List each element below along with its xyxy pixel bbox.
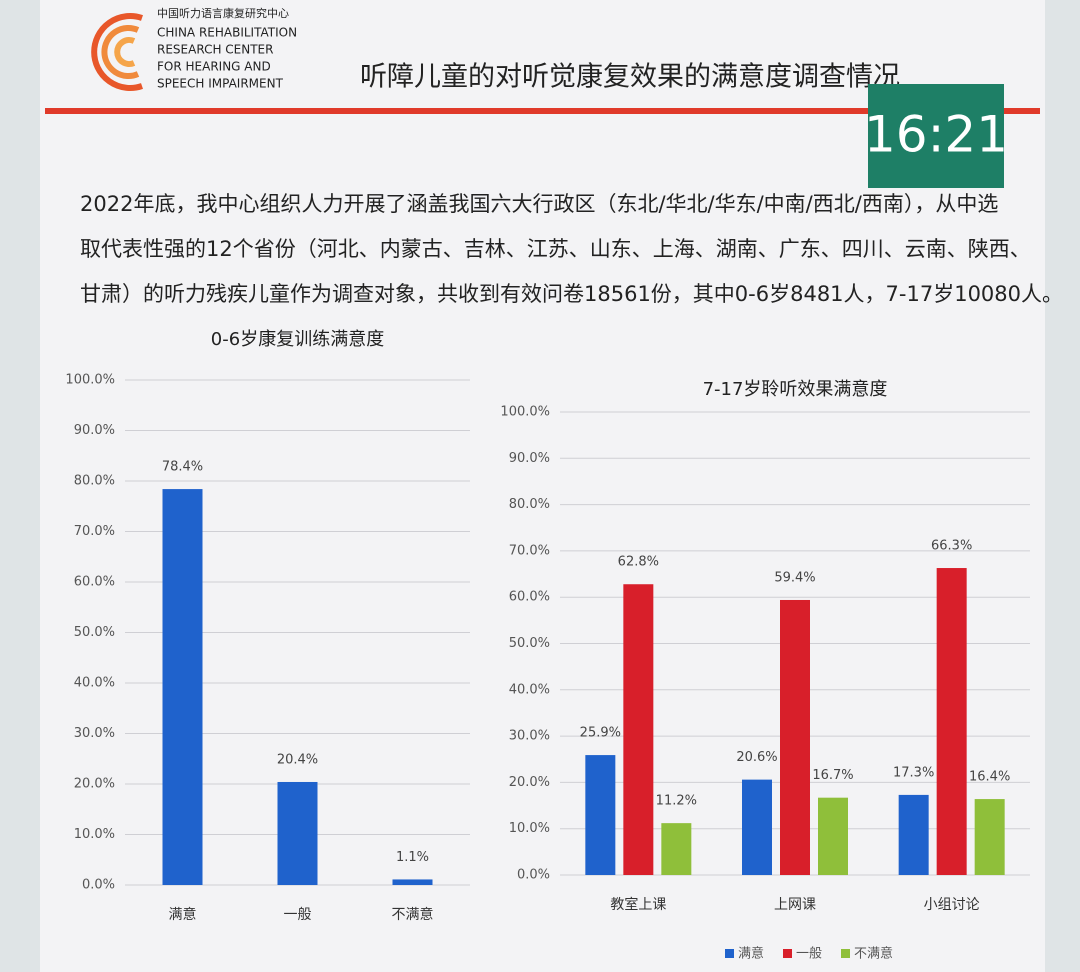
y-tick-label: 10.0% — [509, 821, 550, 836]
value-label: 20.6% — [736, 750, 777, 765]
y-tick-label: 90.0% — [74, 423, 115, 438]
bar — [392, 879, 433, 885]
y-tick-label: 80.0% — [74, 474, 115, 489]
y-tick-label: 100.0% — [65, 373, 115, 388]
x-tick-label: 教室上课 — [610, 896, 666, 913]
legend-swatch — [725, 949, 734, 958]
y-tick-label: 80.0% — [509, 497, 550, 512]
y-tick-label: 50.0% — [509, 636, 550, 651]
y-tick-label: 40.0% — [509, 682, 550, 697]
value-label: 16.4% — [969, 770, 1010, 785]
legend-swatch — [841, 949, 850, 958]
logo-mark — [91, 13, 143, 91]
bar — [623, 584, 654, 875]
y-tick-label: 50.0% — [74, 625, 115, 640]
bar — [936, 568, 967, 875]
x-tick-label: 上网课 — [774, 897, 816, 913]
intro-line: 取代表性强的12个省份（河北、内蒙古、吉林、江苏、山东、上海、湖南、广东、四川、… — [80, 237, 1031, 261]
chart-title: 7-17岁聆听效果满意度 — [703, 379, 888, 400]
value-label: 16.7% — [812, 768, 853, 783]
y-tick-label: 70.0% — [509, 543, 550, 558]
y-tick-label: 30.0% — [509, 729, 550, 744]
chart-title: 0-6岁康复训练满意度 — [211, 329, 384, 350]
legend-label: 不满意 — [854, 946, 893, 962]
value-label: 78.4% — [162, 460, 203, 475]
y-tick-label: 40.0% — [74, 676, 115, 691]
legend-label: 满意 — [738, 946, 764, 962]
logo-name-en: RESEARCH CENTER — [157, 43, 273, 57]
logo-name-en: SPEECH IMPAIRMENT — [157, 77, 284, 91]
value-label: 25.9% — [580, 726, 621, 741]
slide-title: 听障儿童的对听觉康复效果的满意度调查情况 — [360, 62, 900, 93]
y-tick-label: 10.0% — [74, 827, 115, 842]
value-label: 1.1% — [396, 850, 429, 865]
legend-swatch — [783, 949, 792, 958]
x-tick-label: 一般 — [284, 907, 312, 923]
logo-name-en: CHINA REHABILITATION — [157, 26, 297, 40]
y-tick-label: 100.0% — [500, 405, 550, 420]
bar — [742, 779, 772, 875]
bar — [818, 797, 848, 875]
bar — [277, 781, 318, 885]
value-label: 20.4% — [277, 752, 318, 767]
bar — [585, 755, 616, 875]
legend-label: 一般 — [796, 946, 822, 962]
logo-name-en: FOR HEARING AND — [157, 60, 271, 74]
value-label: 59.4% — [774, 570, 815, 585]
intro-line: 甘肃）的听力残疾儿童作为调查对象，共收到有效问卷18561份，其中0-6岁848… — [80, 282, 1063, 306]
bar — [898, 794, 929, 875]
value-label: 17.3% — [893, 765, 934, 780]
bar — [780, 599, 810, 875]
y-tick-label: 0.0% — [517, 868, 550, 883]
y-tick-label: 0.0% — [82, 878, 115, 893]
header-rule — [45, 108, 1040, 114]
y-tick-label: 30.0% — [74, 726, 115, 741]
clock-box — [868, 84, 1004, 188]
x-tick-label: 不满意 — [392, 906, 434, 923]
clock: 16:21 — [864, 106, 1008, 164]
value-label: 62.8% — [618, 555, 659, 570]
y-tick-label: 60.0% — [74, 575, 115, 590]
bar — [974, 799, 1005, 875]
x-tick-label: 满意 — [169, 906, 197, 923]
logo-name-cn: 中国听力语言康复研究中心 — [157, 6, 289, 20]
bar — [661, 823, 692, 875]
value-label: 11.2% — [656, 794, 697, 809]
y-tick-label: 20.0% — [74, 777, 115, 792]
intro-line: 2022年底，我中心组织人力开展了涵盖我国六大行政区（东北/华北/华东/中南/西… — [80, 192, 998, 216]
y-tick-label: 90.0% — [509, 451, 550, 466]
x-tick-label: 小组讨论 — [924, 897, 980, 913]
bar — [162, 489, 203, 885]
y-tick-label: 20.0% — [509, 775, 550, 790]
value-label: 66.3% — [931, 539, 972, 554]
y-tick-label: 60.0% — [509, 590, 550, 605]
y-tick-label: 70.0% — [74, 524, 115, 539]
